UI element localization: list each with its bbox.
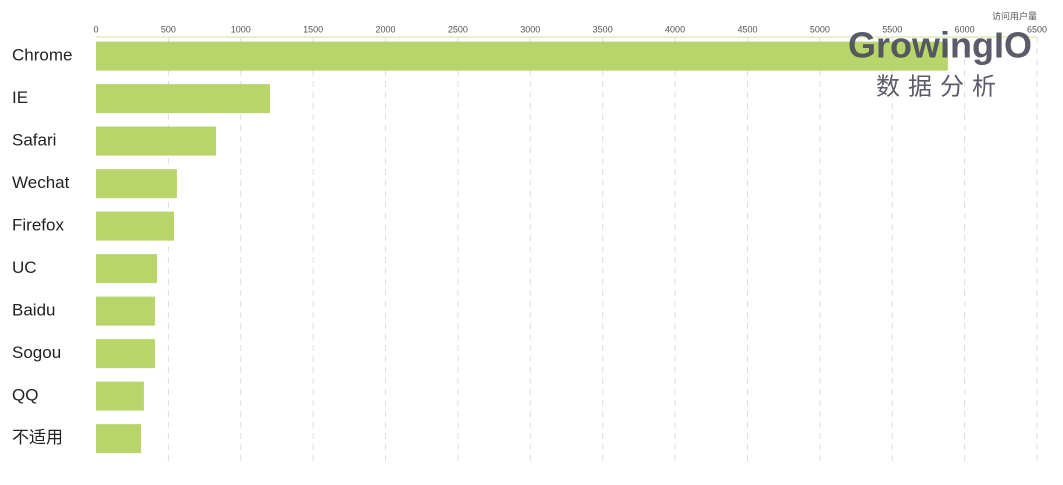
- grid: 0 500 1000 1500 2000 2500 3000 3500 4000 4500 5000…: [93, 24, 1047, 462]
- watermark-brand: GrowingIO: [848, 25, 1032, 66]
- bar: [96, 84, 271, 114]
- y-tick-label: Firefox: [12, 216, 64, 235]
- x-tick-label: 5000: [810, 24, 830, 34]
- y-tick-label: UC: [12, 258, 37, 277]
- y-tick-label: Wechat: [12, 173, 70, 192]
- x-tick-label: 3500: [593, 24, 613, 34]
- y-tick-label: Baidu: [12, 301, 55, 320]
- x-tick-label: 1500: [303, 24, 323, 34]
- x-tick-label: 500: [161, 24, 176, 34]
- bar: [96, 296, 155, 326]
- bar: [96, 126, 217, 156]
- y-tick-label: QQ: [12, 386, 38, 405]
- x-tick-label: 5500: [882, 24, 902, 34]
- bar: [96, 41, 948, 71]
- bar: [96, 211, 175, 241]
- bar: [96, 424, 142, 454]
- x-axis-title: 访问用户量: [992, 10, 1037, 21]
- x-tick-label: 4000: [665, 24, 685, 34]
- bar: [96, 254, 157, 284]
- x-tick-label: 2000: [376, 24, 396, 34]
- x-tick-label: 3000: [520, 24, 540, 34]
- x-tick-label: 6000: [955, 24, 975, 34]
- x-tick-label: 0: [93, 24, 98, 34]
- x-tick-label: 1000: [231, 24, 251, 34]
- y-tick-label: Safari: [12, 131, 56, 150]
- watermark-tagline: 数据分析: [876, 73, 1004, 100]
- y-tick-label: 不适用: [12, 428, 63, 447]
- bar: [96, 381, 144, 411]
- y-tick-label: Chrome: [12, 46, 72, 65]
- bar: [96, 169, 177, 199]
- x-tick-label: 6500: [1027, 24, 1047, 34]
- x-tick-label: 2500: [448, 24, 468, 34]
- y-tick-label: Sogou: [12, 343, 61, 362]
- bar: [96, 339, 155, 369]
- bars: Chrome IE Safari Wechat Firefox UC Baidu Sogou Q…: [12, 41, 948, 454]
- x-tick-label: 4500: [737, 24, 757, 34]
- y-tick-label: IE: [12, 88, 28, 107]
